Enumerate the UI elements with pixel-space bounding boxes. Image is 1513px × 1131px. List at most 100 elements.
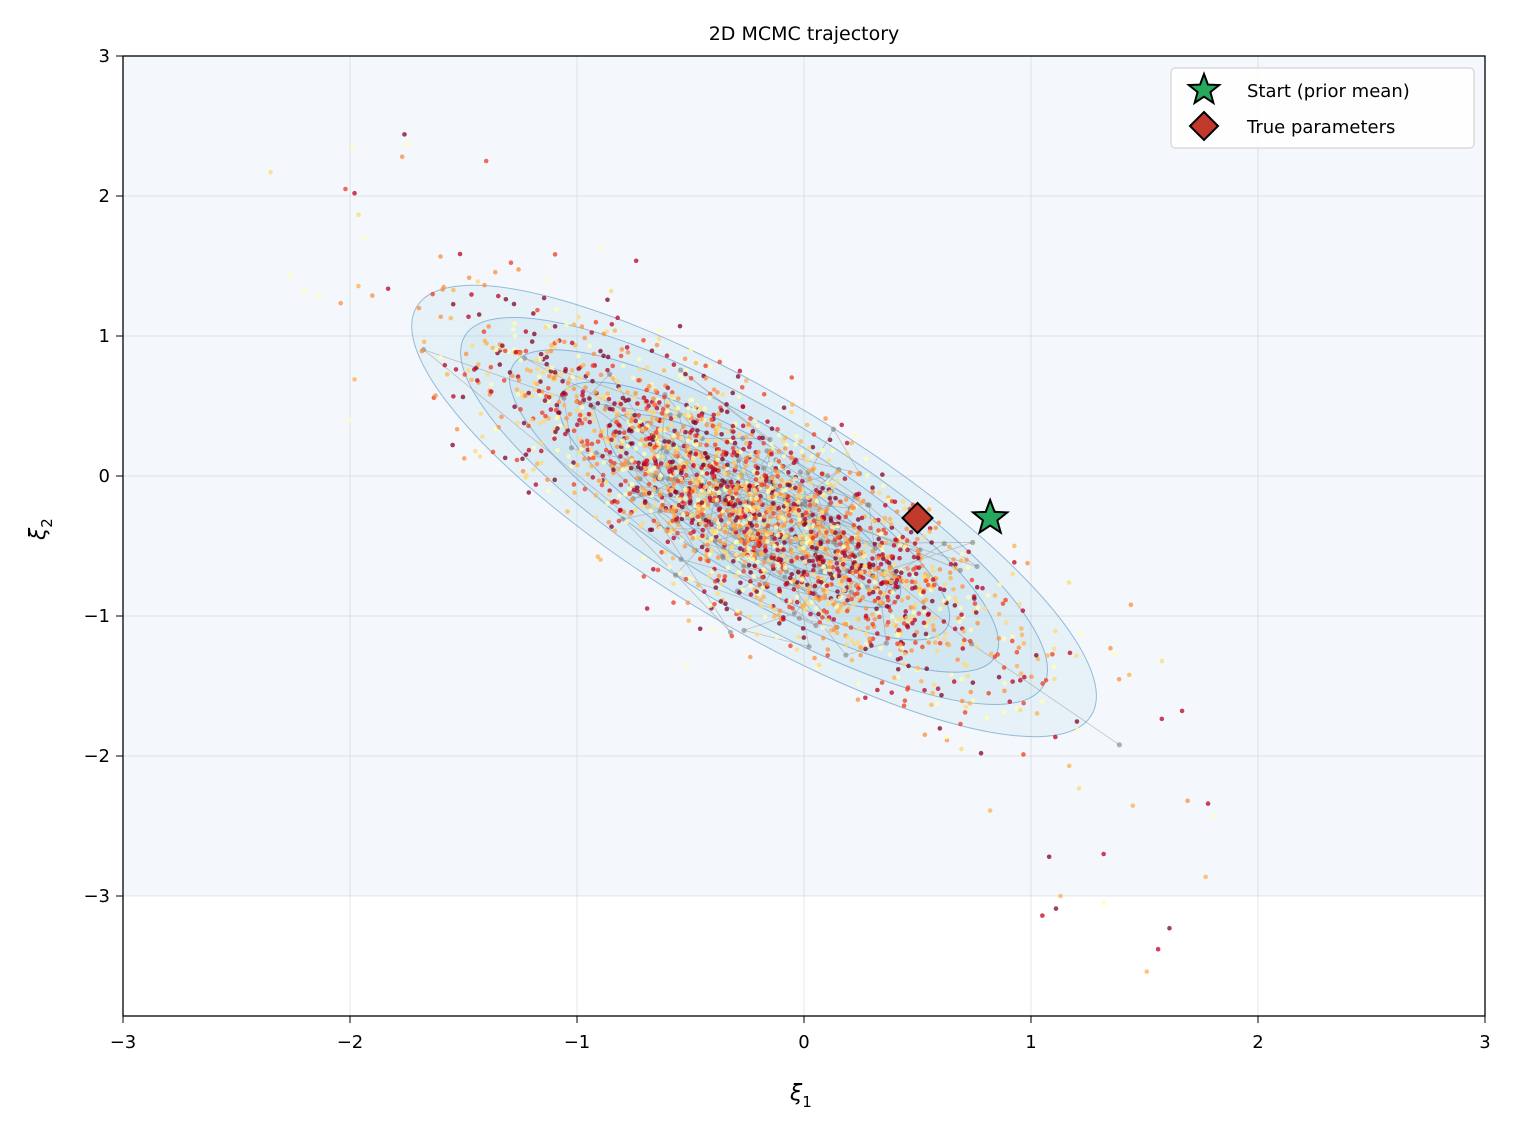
sample-point	[1018, 678, 1023, 683]
sample-point	[769, 451, 774, 457]
sample-point	[885, 619, 891, 625]
sample-point	[637, 419, 643, 424]
sample-point	[673, 453, 678, 459]
sample-point	[874, 606, 879, 612]
sample-point	[615, 378, 620, 384]
sample-point	[684, 664, 690, 669]
sample-point	[671, 600, 676, 605]
sample-point	[884, 603, 890, 609]
legend-star-icon	[1186, 71, 1222, 106]
sample-point	[800, 535, 805, 541]
sample-point	[761, 594, 766, 600]
sample-point	[690, 427, 695, 433]
sample-point	[610, 363, 616, 369]
sample-point	[696, 535, 701, 541]
sample-point	[641, 574, 647, 579]
sample-point	[905, 547, 910, 553]
sample-point	[700, 512, 705, 517]
sample-point	[607, 488, 612, 493]
sample-point	[737, 523, 743, 529]
sample-point	[352, 190, 357, 196]
sample-point	[819, 595, 825, 601]
sample-point	[700, 507, 705, 513]
sample-point	[499, 414, 504, 420]
sample-point	[785, 482, 790, 487]
sample-point	[693, 360, 699, 366]
sample-point	[686, 438, 691, 443]
sample-point	[617, 387, 622, 392]
sample-point	[683, 429, 688, 435]
sample-point	[1040, 681, 1045, 686]
sample-point	[1025, 560, 1030, 566]
sample-point	[463, 351, 469, 357]
sample-point	[830, 448, 836, 453]
sample-point	[921, 599, 926, 605]
sample-point	[1033, 653, 1039, 658]
sample-point	[691, 548, 696, 554]
sample-point	[731, 429, 736, 434]
sample-point	[657, 427, 663, 432]
sample-point	[863, 613, 869, 619]
sample-point	[787, 598, 793, 604]
sample-point	[514, 457, 520, 463]
sample-point	[789, 527, 794, 532]
sample-point	[730, 495, 735, 501]
sample-point	[864, 473, 870, 478]
sample-point	[836, 569, 842, 574]
sample-point	[576, 353, 581, 359]
sample-point	[743, 487, 748, 493]
sample-point	[712, 601, 717, 607]
sample-point	[709, 417, 715, 422]
sample-point	[814, 488, 819, 493]
sample-point	[900, 534, 905, 540]
sample-point	[896, 674, 901, 680]
sample-point	[702, 484, 708, 490]
sample-point	[923, 631, 929, 637]
sample-point	[903, 609, 909, 614]
sample-point	[710, 473, 716, 479]
sample-point	[665, 400, 671, 405]
sample-point	[516, 267, 521, 272]
sample-point	[807, 476, 812, 482]
sample-point	[912, 541, 918, 546]
sample-point	[855, 517, 861, 522]
sample-point	[665, 385, 671, 391]
density-background	[123, 56, 1485, 896]
sample-point	[667, 468, 672, 473]
sample-point	[837, 595, 843, 601]
sample-point	[572, 342, 578, 348]
sample-point	[996, 636, 1002, 641]
sample-point	[829, 528, 835, 534]
sample-point	[751, 573, 757, 579]
sample-point	[574, 408, 579, 413]
sample-point	[625, 411, 631, 417]
sample-point	[835, 502, 841, 508]
sample-point	[746, 493, 751, 498]
sample-point	[782, 540, 787, 545]
trajectory-point	[676, 412, 682, 418]
y-tick-label: 0	[99, 466, 110, 487]
sample-point	[907, 572, 912, 577]
sample-point	[785, 494, 791, 499]
sample-point	[550, 392, 555, 398]
sample-point	[481, 329, 487, 335]
sample-point	[877, 614, 882, 620]
sample-point	[609, 437, 614, 443]
sample-point	[849, 565, 855, 571]
sample-point	[843, 497, 849, 502]
sample-point	[677, 373, 683, 378]
sample-point	[725, 507, 730, 513]
sample-point	[704, 430, 709, 436]
sample-point	[845, 451, 850, 457]
sample-point	[796, 507, 802, 513]
sample-point	[846, 554, 852, 560]
sample-point	[644, 606, 650, 611]
sample-point	[1066, 580, 1072, 585]
sample-point	[605, 367, 610, 373]
sample-point	[811, 567, 816, 573]
sample-point	[855, 563, 860, 568]
sample-point	[925, 612, 931, 618]
trajectory-point	[620, 516, 626, 522]
sample-point	[1155, 946, 1161, 952]
sample-point	[922, 609, 927, 615]
